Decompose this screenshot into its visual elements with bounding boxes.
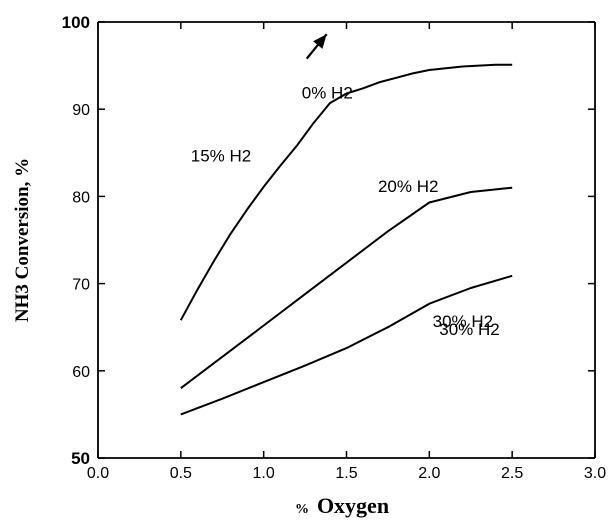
x-axis-title: % Oxygen	[295, 493, 389, 518]
x-tick-label: 0.0	[87, 465, 109, 482]
x-axis-title-prefix: %	[295, 502, 309, 517]
axis-ticks: 0.0 0.5 1.0 1.5 2.0 2.5 3.0 50 60 70 80 90 100	[62, 13, 607, 482]
annotation-label: 20% H2	[378, 177, 438, 196]
y-tick-label: 90	[72, 102, 90, 119]
series-line-3	[180, 274, 513, 416]
y-tick-label: 60	[72, 364, 90, 381]
x-axis-title-text: Oxygen	[317, 493, 389, 518]
x-tick-label: 1.0	[253, 465, 275, 482]
y-axis-title: NH3 Conversion, %	[12, 158, 33, 322]
annotation-label: 30% H2	[439, 320, 499, 339]
x-tick-label: 0.5	[170, 465, 192, 482]
arrow-head	[313, 34, 327, 49]
annotation-label: 15% H2	[191, 147, 251, 166]
series-line-1	[179, 63, 513, 321]
annotation-label: 0% H2	[302, 84, 353, 103]
x-tick-label: 3.0	[584, 465, 606, 482]
y-tick-label: 70	[72, 277, 90, 294]
series-line-2	[180, 186, 513, 389]
arrow-annotation	[305, 33, 328, 60]
y-tick-label: 100	[62, 13, 90, 32]
x-tick-label: 2.0	[418, 465, 440, 482]
y-tick-label: 50	[71, 449, 90, 468]
x-tick-label: 2.5	[501, 465, 523, 482]
annotation-label: 30% H2	[433, 312, 493, 331]
y-tick-label: 80	[72, 189, 90, 206]
series-lines	[179, 63, 513, 416]
x-tick-label: 1.5	[335, 465, 357, 482]
